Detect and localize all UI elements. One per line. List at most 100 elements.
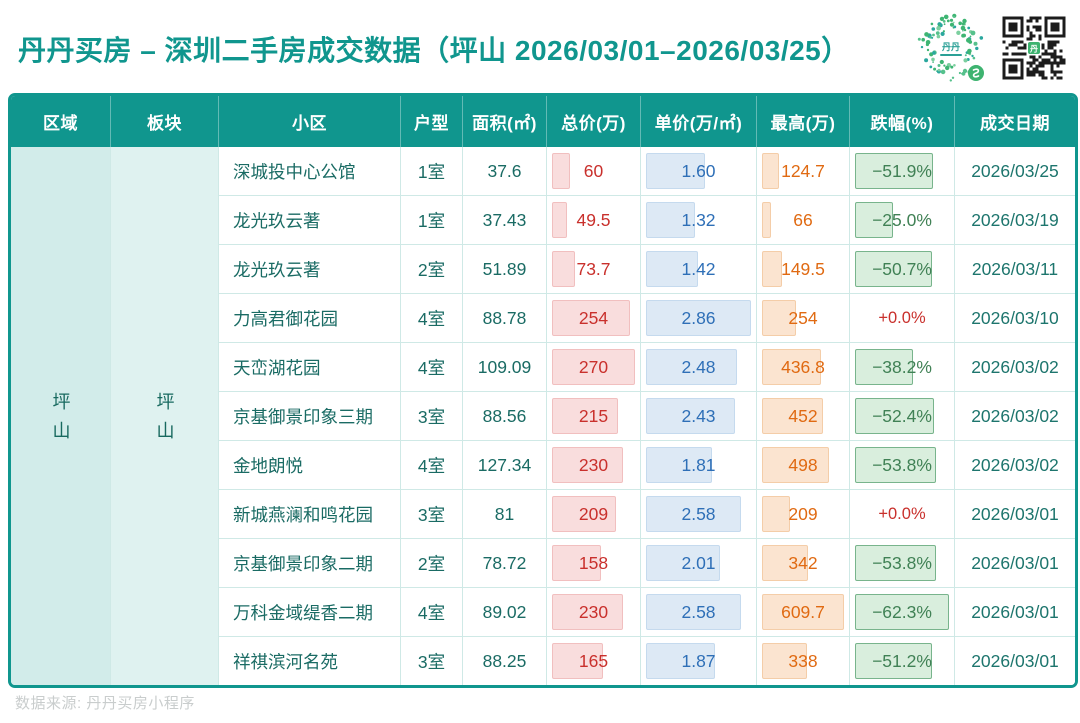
column-header-community: 小区 — [219, 96, 401, 147]
column-header-drop: 跌幅(%) — [850, 96, 955, 147]
cell-community: 龙光玖云著 — [219, 244, 401, 293]
total-price-bar — [552, 447, 623, 483]
cell-drop-value: −53.8% — [872, 552, 932, 573]
cell-area-value: 37.43 — [482, 209, 527, 230]
cell-community: 深城投中心公馆 — [219, 147, 401, 195]
cell-highest-value: 342 — [788, 552, 818, 573]
cell-area-value: 127.34 — [477, 454, 532, 475]
svg-text:丹丹: 丹丹 — [942, 42, 960, 52]
cell-date: 2026/03/25 — [955, 147, 1075, 195]
cell-area: 127.34 — [463, 440, 547, 489]
cell-total-price: 230 — [547, 587, 641, 636]
region-cell: 坪山 — [11, 147, 111, 685]
cell-drop-value: −25.0% — [872, 209, 932, 230]
cell-highest: 209 — [757, 489, 850, 538]
column-header-sector: 板块 — [111, 96, 219, 147]
cell-unit-price-value: 2.58 — [681, 503, 716, 524]
cell-community-value: 京基御景印象三期 — [233, 406, 373, 427]
cell-date-value: 2026/03/02 — [971, 405, 1059, 426]
cell-area: 88.25 — [463, 636, 547, 685]
cell-drop-value: −50.7% — [872, 258, 932, 279]
cell-area-value: 78.72 — [482, 552, 527, 573]
drop-bar — [855, 202, 893, 238]
cell-total-price: 73.7 — [547, 244, 641, 293]
cell-area: 37.43 — [463, 195, 547, 244]
cell-unit-price: 1.42 — [641, 244, 757, 293]
cell-unit-price: 2.58 — [641, 489, 757, 538]
column-header-unit-price: 单价(万/㎡) — [641, 96, 757, 147]
cell-layout: 1室 — [401, 195, 463, 244]
svg-text:丹: 丹 — [1029, 44, 1038, 53]
cell-highest: 338 — [757, 636, 850, 685]
cell-drop: +0.0% — [850, 489, 955, 538]
cell-drop: −51.2% — [850, 636, 955, 685]
cell-layout: 2室 — [401, 244, 463, 293]
drop-bar — [855, 398, 935, 434]
cell-unit-price-value: 1.81 — [681, 454, 716, 475]
cell-date: 2026/03/01 — [955, 587, 1075, 636]
cell-community-value: 京基御景印象二期 — [233, 553, 373, 574]
cell-date: 2026/03/02 — [955, 391, 1075, 440]
cell-drop-value: +0.0% — [878, 504, 926, 523]
cell-unit-price: 2.48 — [641, 342, 757, 391]
cell-total-price: 165 — [547, 636, 641, 685]
cell-community-value: 金地朗悦 — [233, 455, 303, 476]
highest-bar — [762, 545, 808, 581]
cell-layout-value: 4室 — [417, 602, 446, 623]
cell-total-price-value: 254 — [578, 307, 609, 328]
cell-drop: −50.7% — [850, 244, 955, 293]
cell-area-value: 81 — [494, 503, 515, 524]
drop-bar — [855, 545, 937, 581]
unit-price-bar — [646, 496, 741, 532]
cell-layout: 2室 — [401, 538, 463, 587]
unit-price-bar — [646, 349, 738, 385]
cell-community-value: 龙光玖云著 — [233, 210, 321, 231]
cell-highest-value: 436.8 — [781, 356, 825, 377]
cell-date-value: 2026/03/02 — [971, 454, 1059, 475]
highest-bar — [762, 300, 797, 336]
cell-date: 2026/03/01 — [955, 489, 1075, 538]
drop-bar — [855, 447, 937, 483]
cell-total-price: 209 — [547, 489, 641, 538]
cell-layout: 4室 — [401, 440, 463, 489]
total-price-bar — [552, 349, 635, 385]
cell-layout-value: 3室 — [417, 504, 446, 525]
drop-bar — [855, 349, 913, 385]
highest-bar — [762, 594, 844, 630]
cell-drop-value: −62.3% — [872, 601, 932, 622]
cell-community: 京基御景印象三期 — [219, 391, 401, 440]
cell-highest: 254 — [757, 293, 850, 342]
cell-total-price-value: 49.5 — [576, 209, 611, 230]
sector-cell-label: 坪山 — [154, 392, 175, 450]
cell-total-price-value: 215 — [578, 405, 609, 426]
drop-bar — [855, 643, 933, 679]
table-row: 祥祺滨河名苑 3室 88.25 165 1.87 338 −51.2% 2026/03/01 — [11, 636, 1075, 685]
cell-highest-value: 124.7 — [781, 160, 825, 181]
highest-bar — [762, 643, 808, 679]
cell-community-value: 天峦湖花园 — [233, 357, 321, 378]
table-header-row: 区域 板块 小区 户型 面积(㎡) 总价(万) 单价(万/㎡) 最高(万) 跌幅(%) 成交日期 — [11, 96, 1075, 147]
cell-date-value: 2026/03/11 — [971, 258, 1059, 279]
cell-date-value: 2026/03/01 — [971, 552, 1059, 573]
cell-area-value: 88.56 — [482, 405, 527, 426]
cell-area: 78.72 — [463, 538, 547, 587]
table-row: 京基御景印象二期 2室 78.72 158 2.01 342 −53.8% 2026/03/0… — [11, 538, 1075, 587]
cell-date-value: 2026/03/01 — [971, 601, 1059, 622]
unit-price-bar — [646, 643, 715, 679]
cell-layout-value: 1室 — [417, 210, 446, 231]
total-price-bar — [552, 202, 568, 238]
cell-community: 新城燕澜和鸣花园 — [219, 489, 401, 538]
cell-community-value: 新城燕澜和鸣花园 — [233, 504, 373, 525]
unit-price-bar — [646, 300, 751, 336]
cell-highest: 436.8 — [757, 342, 850, 391]
cell-area-value: 51.89 — [482, 258, 527, 279]
cell-community-value: 龙光玖云著 — [233, 259, 321, 280]
cell-highest-value: 209 — [788, 503, 818, 524]
cell-highest: 342 — [757, 538, 850, 587]
cell-unit-price-value: 2.43 — [681, 405, 716, 426]
cell-date: 2026/03/10 — [955, 293, 1075, 342]
cell-unit-price-value: 2.01 — [681, 552, 716, 573]
column-header-region: 区域 — [11, 96, 111, 147]
cell-layout-value: 2室 — [417, 553, 446, 574]
